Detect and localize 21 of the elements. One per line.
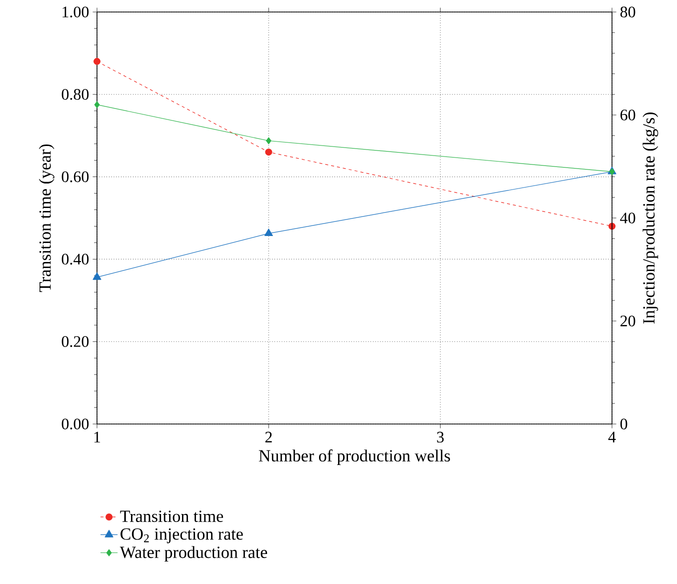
- x-tick-label: 1: [94, 432, 100, 442]
- legend-label: Transition time: [120, 510, 224, 522]
- x-tick-label: 4: [608, 432, 616, 442]
- y2-tick-label: 0: [620, 418, 628, 430]
- y2-tick-label: 20: [620, 316, 636, 326]
- y2-axis-title: Injection/production rate (kg/s): [642, 112, 658, 324]
- x-tick-label: 2: [265, 432, 272, 442]
- legend-label: CO$_{2}$ injection rate: [120, 528, 243, 544]
- y-tick-label: 0.00: [62, 418, 89, 430]
- y2-tick-label: 60: [620, 110, 636, 120]
- y-tick-label: 0.20: [62, 336, 89, 348]
- y2-tick-label: 40: [620, 212, 636, 224]
- legend-label: Water production rate: [120, 546, 268, 562]
- x-axis-title: Number of production wells: [258, 449, 450, 466]
- x-tick-label: 3: [437, 432, 444, 443]
- y-tick-label: 1.00: [62, 6, 89, 18]
- y-tick-label: 0.80: [62, 88, 89, 100]
- y2-tick-label: 80: [620, 6, 636, 18]
- y-tick-label: 0.60: [62, 171, 89, 182]
- y-axis-title: Transition time (year): [38, 144, 54, 292]
- y-tick-label: 0.40: [62, 254, 89, 265]
